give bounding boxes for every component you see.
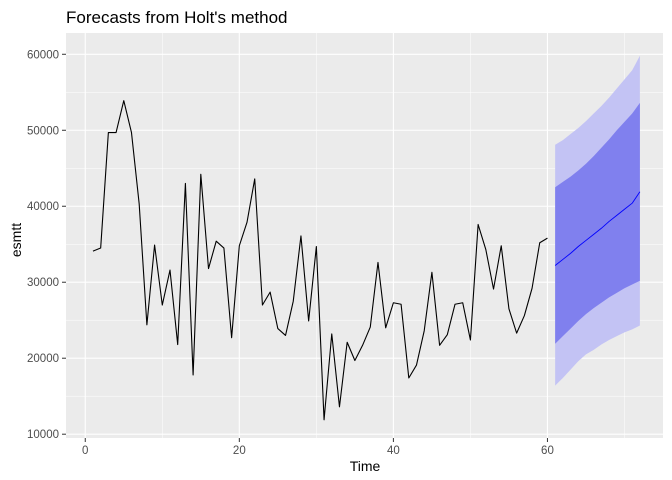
x-tick-label: 60 xyxy=(541,445,554,457)
x-tick-label: 0 xyxy=(82,445,88,457)
major-gridlines xyxy=(66,33,663,438)
axis-tick-labels: 0 20 40 60 10000 20000 30000 40000 50000 60000 xyxy=(27,49,554,457)
y-tick-label: 20000 xyxy=(27,353,59,365)
axis-ticks xyxy=(62,53,548,442)
pi-80-band xyxy=(555,102,640,344)
y-tick-label: 30000 xyxy=(27,277,59,289)
y-tick-label: 60000 xyxy=(27,49,59,61)
x-axis-title: Time xyxy=(350,458,381,474)
forecast-mean-line xyxy=(554,191,641,266)
y-tick-label: 40000 xyxy=(27,201,59,213)
chart-title: Forecasts from Holt's method xyxy=(66,8,287,27)
y-tick-label: 50000 xyxy=(27,125,59,137)
y-tick-label: 10000 xyxy=(27,429,59,441)
series-lines xyxy=(92,100,641,421)
x-tick-label: 20 xyxy=(233,445,246,457)
y-axis-title: esmtt xyxy=(8,223,24,257)
historical-series-line xyxy=(92,100,548,421)
prediction-interval-bands xyxy=(555,55,640,386)
x-tick-label: 40 xyxy=(387,445,400,457)
